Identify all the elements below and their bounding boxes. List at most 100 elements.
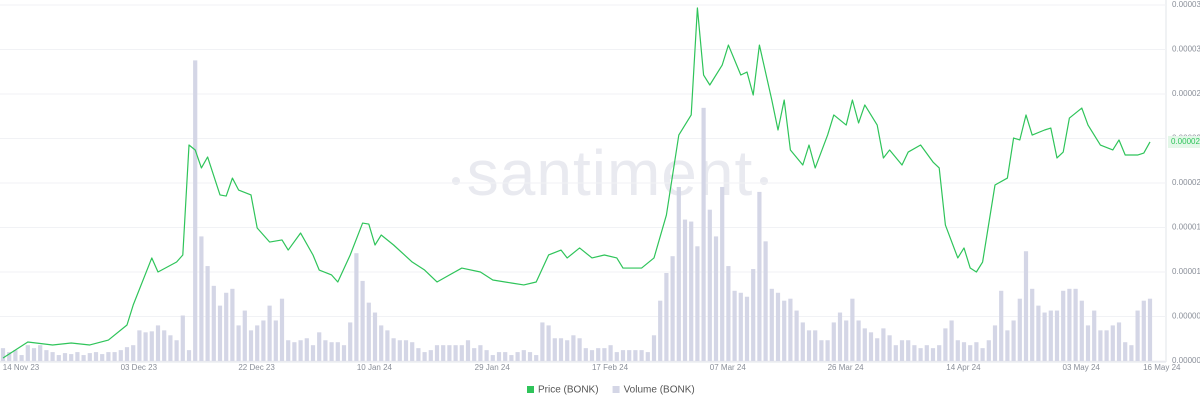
volume-bar [261, 320, 266, 361]
volume-bar [490, 355, 495, 361]
volume-bar [112, 352, 117, 361]
volume-bar [1129, 345, 1134, 361]
volume-bar [304, 338, 309, 361]
volume-bar [1042, 312, 1047, 361]
volume-bar [974, 342, 979, 361]
volume-bar [286, 340, 291, 361]
volume-bar [565, 340, 570, 361]
x-tick-label: 10 Jan 24 [357, 363, 393, 372]
legend-swatch [612, 386, 620, 393]
volume-bar [943, 328, 948, 361]
volume-bar [720, 186, 725, 361]
volume-bar [1005, 330, 1010, 361]
volume-bar [1147, 298, 1153, 361]
volume-bar [62, 353, 68, 361]
volume-bar [149, 331, 154, 361]
volume-bar [19, 355, 24, 361]
volume-bar [800, 322, 805, 361]
volume-bar [137, 330, 142, 361]
volume-bar [930, 348, 936, 361]
volume-bar [310, 345, 316, 361]
volume-bar [379, 325, 384, 361]
volume-bar [124, 347, 130, 361]
volume-bar [732, 290, 737, 361]
x-tick-label: 17 Feb 24 [592, 363, 629, 372]
volume-bar [0, 348, 6, 361]
volume-bar [1023, 251, 1029, 361]
volume-bar [459, 345, 464, 361]
volume-bar [968, 345, 973, 361]
volume-bar [608, 345, 613, 361]
x-tick-label: 22 Dec 23 [238, 363, 275, 372]
volume-bar [422, 352, 427, 361]
volume-bar [999, 290, 1004, 361]
volume-bar [899, 340, 905, 361]
volume-bar [1092, 310, 1097, 361]
y-tick-label: 0.000007 [1172, 312, 1200, 321]
volume-bar [329, 342, 334, 361]
volume-bar [1011, 320, 1016, 361]
volume-bar [180, 315, 185, 361]
watermark: santiment [467, 137, 753, 209]
volume-bar [639, 350, 644, 361]
volume-bar [837, 312, 843, 361]
volume-bar [7, 352, 12, 361]
volume-bar [875, 338, 880, 361]
volume-bar [794, 310, 799, 361]
volume-bar [174, 340, 179, 361]
volume-bar [614, 352, 619, 361]
volume-bar [751, 269, 756, 361]
volume-bar [255, 325, 260, 361]
volume-bar [25, 345, 30, 361]
volume-bar [391, 338, 396, 361]
volume-bar [788, 298, 793, 361]
y-tick-label: 0.000011 [1172, 267, 1200, 276]
volume-bar [31, 348, 37, 361]
volume-bar [366, 302, 371, 361]
volume-bar [713, 236, 719, 361]
y-tick-label: 0.000002 [1172, 356, 1200, 365]
volume-bar [1073, 288, 1078, 361]
volume-bar [434, 345, 440, 361]
volume-bar [267, 305, 272, 361]
x-tick-label: 16 May 24 [1143, 363, 1181, 372]
volume-bar [248, 330, 254, 361]
volume-bar [775, 292, 781, 361]
volume-bar [670, 256, 675, 361]
volume-bar [664, 272, 669, 361]
volume-bar [633, 350, 638, 361]
y-tick-label: 0.00002 [1172, 178, 1200, 187]
volume-bar [577, 338, 582, 361]
volume-bar [707, 209, 712, 361]
x-tick-label: 14 Nov 23 [3, 363, 40, 372]
volume-bar [13, 350, 18, 361]
current-price-label: 0.000024 [1171, 137, 1200, 146]
volume-bar [1141, 300, 1146, 361]
volume-bar [217, 305, 223, 361]
volume-bar [472, 348, 477, 361]
volume-bar [831, 322, 836, 361]
legend-label: Price (BONK) [538, 385, 599, 396]
volume-bar [317, 332, 322, 361]
volume-bar [279, 298, 285, 361]
volume-bar [881, 328, 886, 361]
volume-bar [199, 236, 204, 361]
volume-bar [1017, 298, 1022, 361]
volume-bar [106, 352, 111, 361]
volume-bar [980, 348, 985, 361]
volume-bar [410, 342, 415, 361]
volume-bar [738, 292, 743, 361]
volume-bar [186, 350, 192, 361]
volume-bar [1110, 325, 1115, 361]
volume-bar [503, 352, 508, 361]
volume-bar [341, 345, 347, 361]
volume-bar [75, 352, 80, 361]
volume-bar [856, 320, 861, 361]
volume-bar [887, 335, 892, 361]
volume-bar [596, 348, 601, 361]
current-price-tag [1168, 135, 1200, 148]
volume-bar [701, 107, 706, 361]
volume-bar [93, 352, 99, 361]
price-line [2, 7, 1151, 359]
